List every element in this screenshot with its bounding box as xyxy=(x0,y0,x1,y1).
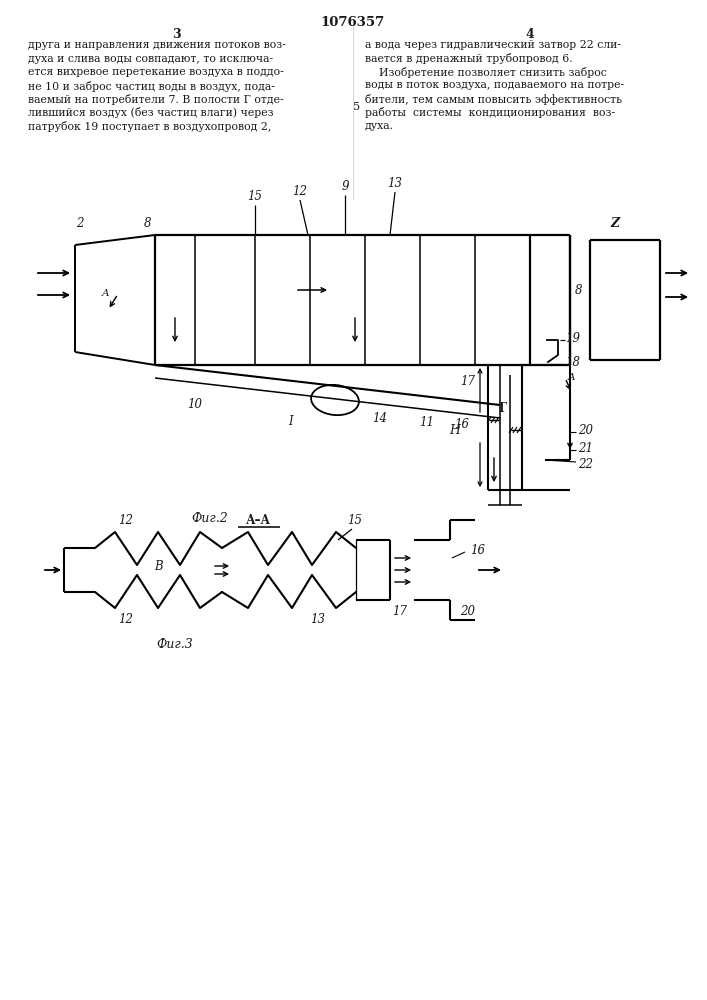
Text: друга и направления движения потоков воз-: друга и направления движения потоков воз… xyxy=(28,40,286,50)
Text: 12: 12 xyxy=(293,185,308,198)
Text: 14: 14 xyxy=(373,412,387,425)
Text: I: I xyxy=(288,415,292,428)
Text: 16: 16 xyxy=(470,544,485,556)
Text: 17: 17 xyxy=(460,375,475,388)
Text: 4: 4 xyxy=(525,28,534,41)
Text: 13: 13 xyxy=(387,177,402,190)
Text: Фиг.3: Фиг.3 xyxy=(157,638,194,651)
Text: 20: 20 xyxy=(578,424,593,436)
Text: вается в дренажный трубопровод 6.: вается в дренажный трубопровод 6. xyxy=(365,53,573,64)
Text: Фиг.2: Фиг.2 xyxy=(192,512,228,525)
Text: лившийся воздух (без частиц влаги) через: лившийся воздух (без частиц влаги) через xyxy=(28,107,274,118)
Text: работы  системы  кондиционирования  воз-: работы системы кондиционирования воз- xyxy=(365,107,615,118)
Text: бители, тем самым повысить эффективность: бители, тем самым повысить эффективность xyxy=(365,94,622,105)
Text: Изобретение позволяет снизить заброс: Изобретение позволяет снизить заброс xyxy=(365,67,607,78)
Text: 15: 15 xyxy=(247,190,262,203)
Text: ваемый на потребители 7. В полости Г отде-: ваемый на потребители 7. В полости Г отд… xyxy=(28,94,284,105)
Text: духа.: духа. xyxy=(365,121,394,131)
Text: ется вихревое перетекание воздуха в поддо-: ется вихревое перетекание воздуха в подд… xyxy=(28,67,284,77)
Text: 8: 8 xyxy=(144,217,152,230)
Text: воды в поток воздуха, подаваемого на потре-: воды в поток воздуха, подаваемого на пот… xyxy=(365,81,624,91)
Text: не 10 и заброс частиц воды в воздух, пода-: не 10 и заброс частиц воды в воздух, под… xyxy=(28,81,275,92)
Text: 22: 22 xyxy=(578,458,593,472)
Text: H: H xyxy=(450,424,460,436)
Text: 9: 9 xyxy=(341,180,349,193)
Text: 2: 2 xyxy=(76,217,83,230)
Text: 18: 18 xyxy=(565,356,580,368)
Text: 8: 8 xyxy=(575,284,583,296)
Text: B: B xyxy=(153,560,163,572)
Text: 12: 12 xyxy=(118,613,133,626)
Text: 17: 17 xyxy=(392,605,407,618)
Text: 1076357: 1076357 xyxy=(321,16,385,29)
Text: духа и слива воды совпадают, то исключа-: духа и слива воды совпадают, то исключа- xyxy=(28,53,273,64)
Text: Г: Г xyxy=(498,402,506,415)
Text: а вода через гидравлический затвор 22 сли-: а вода через гидравлический затвор 22 сл… xyxy=(365,40,621,50)
Text: 20: 20 xyxy=(460,605,475,618)
Text: 12: 12 xyxy=(118,514,133,527)
Text: патрубок 19 поступает в воздухопровод 2,: патрубок 19 поступает в воздухопровод 2, xyxy=(28,121,271,132)
Text: 16: 16 xyxy=(455,418,469,431)
Text: A: A xyxy=(102,290,110,298)
Text: 15: 15 xyxy=(348,514,363,527)
Text: 3: 3 xyxy=(172,28,180,41)
Text: Z: Z xyxy=(610,217,619,230)
Text: А–А: А–А xyxy=(245,514,271,527)
Text: 10: 10 xyxy=(187,398,202,411)
Text: 11: 11 xyxy=(419,416,435,429)
Text: 19: 19 xyxy=(565,332,580,344)
Text: 5: 5 xyxy=(354,102,361,112)
Text: A: A xyxy=(568,373,575,382)
Text: 21: 21 xyxy=(578,442,593,454)
Text: 13: 13 xyxy=(310,613,325,626)
